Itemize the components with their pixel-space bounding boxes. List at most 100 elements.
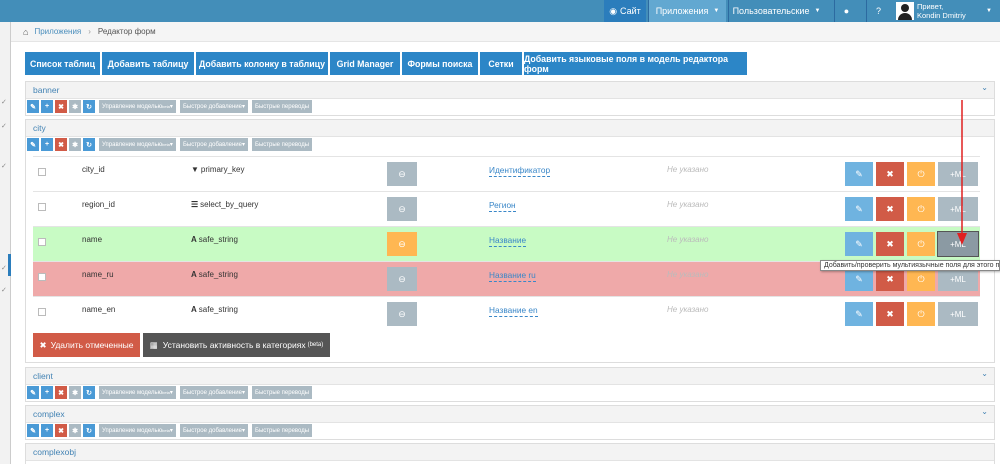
add-ml-button[interactable]: + ML [938, 267, 978, 291]
quick-translate-button[interactable]: Быстрые переводы [252, 138, 313, 151]
model-dropdown[interactable]: Управление моделью beta ▾ [99, 100, 176, 113]
close-icon[interactable]: ✖ [55, 100, 67, 113]
add-ml-button[interactable]: + ML [938, 197, 978, 221]
delete-button[interactable]: ✖ [876, 232, 904, 256]
edit-icon[interactable]: ✎ [27, 100, 39, 113]
tab-grids[interactable]: Сетки [480, 52, 522, 75]
field-label-link[interactable]: Идентификатор [489, 165, 551, 177]
panel-title[interactable]: client ⌄ [26, 368, 994, 385]
add-ml-button[interactable]: + ML [938, 162, 978, 186]
field-label-link[interactable]: Название ru [489, 270, 536, 282]
tab-search-forms[interactable]: Формы поиска [402, 52, 478, 75]
gear-icon[interactable]: ✱ [69, 100, 81, 113]
edit-icon[interactable]: ✎ [27, 424, 39, 437]
power-button[interactable]: ⏻ [907, 302, 935, 326]
field-label-link[interactable]: Название en [489, 305, 538, 317]
refresh-icon[interactable]: ↻ [83, 138, 95, 151]
user-greeting[interactable]: Привет, Kondin Dmitriy [917, 2, 966, 20]
power-button[interactable]: ⏻ [907, 267, 935, 291]
close-icon[interactable]: ✖ [55, 386, 67, 399]
plus-icon[interactable]: + [41, 100, 53, 113]
plus-icon[interactable]: + [41, 386, 53, 399]
delete-button[interactable]: ✖ [876, 197, 904, 221]
plus-icon[interactable]: + [41, 424, 53, 437]
row-checkbox[interactable] [38, 238, 46, 246]
tab-add-lang-fields[interactable]: Добавить языковые поля в модель редактор… [524, 52, 747, 75]
quick-add-dropdown[interactable]: Быстрое добавление ▾ [179, 424, 248, 437]
edit-button[interactable]: ✎ [845, 267, 873, 291]
site-button[interactable]: ◉ Сайт [604, 0, 646, 22]
filter-icon: ▼ [191, 165, 199, 174]
delete-button[interactable]: ✖ [876, 267, 904, 291]
field-description: Не указано [667, 165, 709, 174]
panel-title[interactable]: banner ⌄ [26, 82, 994, 99]
add-ml-button[interactable]: + ML [937, 231, 979, 257]
home-icon[interactable]: ⌂ [23, 26, 29, 37]
plus-icon[interactable]: + [41, 138, 53, 151]
power-button[interactable]: ⏻ [907, 197, 935, 221]
panel-title[interactable]: complexobj [26, 444, 994, 461]
edit-icon[interactable]: ✎ [27, 386, 39, 399]
refresh-icon[interactable]: ↻ [83, 100, 95, 113]
gear-icon[interactable]: ✱ [69, 138, 81, 151]
users-menu[interactable]: Пользовательские ▼ [728, 0, 824, 22]
model-dropdown[interactable]: Управление моделью beta ▾ [99, 424, 176, 437]
row-checkbox[interactable] [38, 273, 46, 281]
tab-add-column[interactable]: Добавить колонку в таблицу [196, 52, 328, 75]
field-type: ▼ primary_key [191, 165, 245, 174]
tab-table-list[interactable]: Список таблиц [25, 52, 100, 75]
power-button[interactable]: ⏻ [907, 162, 935, 186]
edit-icon[interactable]: ✎ [27, 138, 39, 151]
close-icon[interactable]: ✖ [55, 138, 67, 151]
delete-button[interactable]: ✖ [876, 162, 904, 186]
refresh-icon[interactable]: ↻ [83, 424, 95, 437]
add-ml-button[interactable]: + ML [938, 302, 978, 326]
help-icon[interactable]: ? [866, 0, 890, 22]
edit-button[interactable]: ✎ [845, 197, 873, 221]
status-toggle-button[interactable]: ⊖ [387, 302, 417, 326]
field-label-link[interactable]: Регион [489, 200, 516, 212]
refresh-icon[interactable]: ↻ [83, 386, 95, 399]
panel-title[interactable]: city [26, 120, 994, 137]
tab-grid-manager[interactable]: Grid Manager [330, 52, 400, 75]
caret-down-icon[interactable]: ▼ [986, 8, 992, 14]
edit-button[interactable]: ✎ [845, 232, 873, 256]
chevron-down-icon[interactable]: ⌄ [981, 83, 988, 92]
quick-add-dropdown[interactable]: Быстрое добавление ▾ [179, 386, 248, 399]
gear-icon[interactable]: ✱ [69, 424, 81, 437]
arrow-head [957, 233, 967, 245]
tab-add-table[interactable]: Добавить таблицу [102, 52, 194, 75]
status-toggle-button[interactable]: ⊖ [387, 232, 417, 256]
row-checkbox[interactable] [38, 308, 46, 316]
chevron-down-icon[interactable]: ⌄ [981, 369, 988, 378]
panel-title[interactable]: complex ⌄ [26, 406, 994, 423]
quick-translate-button[interactable]: Быстрые переводы [252, 100, 313, 113]
quick-translate-button[interactable]: Быстрые переводы [252, 424, 313, 437]
model-dropdown[interactable]: Управление моделью beta ▾ [99, 138, 176, 151]
check-icon: ✓ [1, 287, 7, 294]
set-activity-button[interactable]: ▦ Установить активность в категориях (beta… [143, 333, 330, 357]
field-description: Не указано [667, 305, 709, 314]
globe-icon[interactable]: ● [834, 0, 858, 22]
status-toggle-button[interactable]: ⊖ [387, 162, 417, 186]
row-checkbox[interactable] [38, 203, 46, 211]
chevron-down-icon[interactable]: ⌄ [981, 407, 988, 416]
edit-button[interactable]: ✎ [845, 162, 873, 186]
close-icon[interactable]: ✖ [55, 424, 67, 437]
gear-icon[interactable]: ✱ [69, 386, 81, 399]
delete-selected-button[interactable]: ✖ Удалить отмеченные [33, 333, 140, 357]
avatar[interactable] [896, 2, 914, 20]
quick-add-dropdown[interactable]: Быстрое добавление ▾ [179, 138, 248, 151]
apps-menu[interactable]: Приложения ▼ [648, 0, 726, 22]
delete-button[interactable]: ✖ [876, 302, 904, 326]
power-button[interactable]: ⏻ [907, 232, 935, 256]
quick-add-dropdown[interactable]: Быстрое добавление ▾ [179, 100, 248, 113]
status-toggle-button[interactable]: ⊖ [387, 267, 417, 291]
status-toggle-button[interactable]: ⊖ [387, 197, 417, 221]
model-dropdown[interactable]: Управление моделью beta ▾ [99, 386, 176, 399]
field-label-link[interactable]: Название [489, 235, 527, 247]
quick-translate-button[interactable]: Быстрые переводы [252, 386, 313, 399]
edit-button[interactable]: ✎ [845, 302, 873, 326]
breadcrumb-apps-link[interactable]: Приложения [34, 27, 82, 36]
row-checkbox[interactable] [38, 168, 46, 176]
